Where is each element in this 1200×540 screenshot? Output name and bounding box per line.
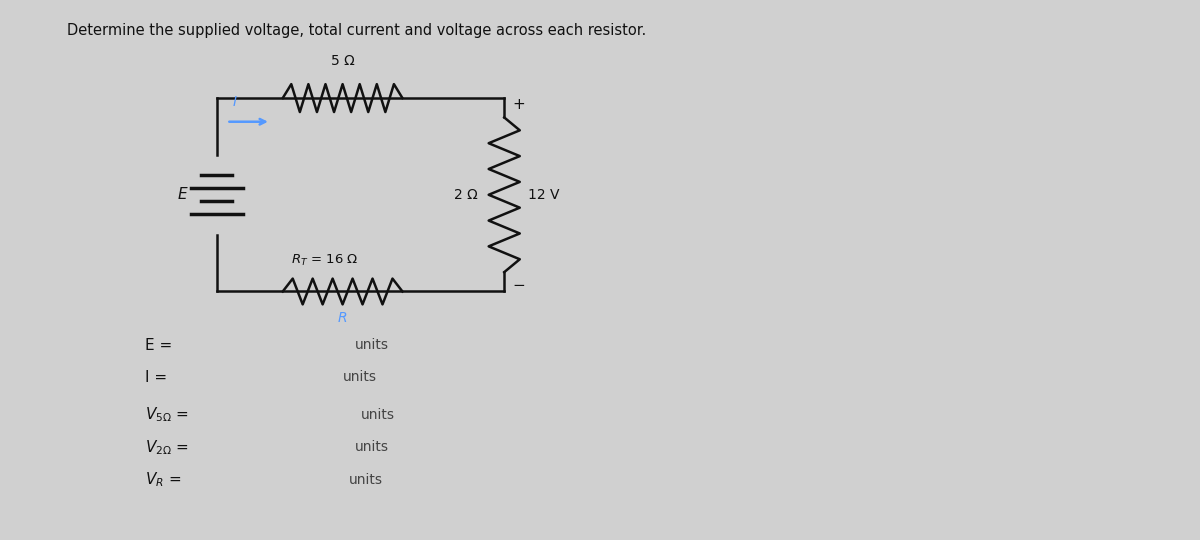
Text: 12 V: 12 V — [528, 188, 559, 202]
Text: $V_{5\Omega}$ =: $V_{5\Omega}$ = — [145, 406, 188, 424]
Text: I: I — [233, 95, 236, 109]
Text: $V_{2\Omega}$ =: $V_{2\Omega}$ = — [145, 438, 188, 457]
Text: 2 Ω: 2 Ω — [454, 188, 478, 202]
Text: units: units — [348, 472, 383, 487]
Text: E: E — [178, 187, 187, 202]
Text: R: R — [337, 311, 348, 325]
Text: units: units — [354, 338, 389, 352]
Text: 5 Ω: 5 Ω — [331, 54, 354, 68]
Text: units: units — [342, 370, 377, 384]
Text: −: − — [512, 278, 524, 293]
Text: Determine the supplied voltage, total current and voltage across each resistor.: Determine the supplied voltage, total cu… — [67, 23, 647, 38]
Text: units: units — [354, 440, 389, 454]
Text: $R_T$ = 16 Ω: $R_T$ = 16 Ω — [290, 253, 359, 268]
Text: $V_R$ =: $V_R$ = — [145, 470, 181, 489]
Text: +: + — [512, 97, 524, 112]
Text: E =: E = — [145, 338, 173, 353]
Text: I =: I = — [145, 370, 167, 385]
Text: units: units — [360, 408, 395, 422]
